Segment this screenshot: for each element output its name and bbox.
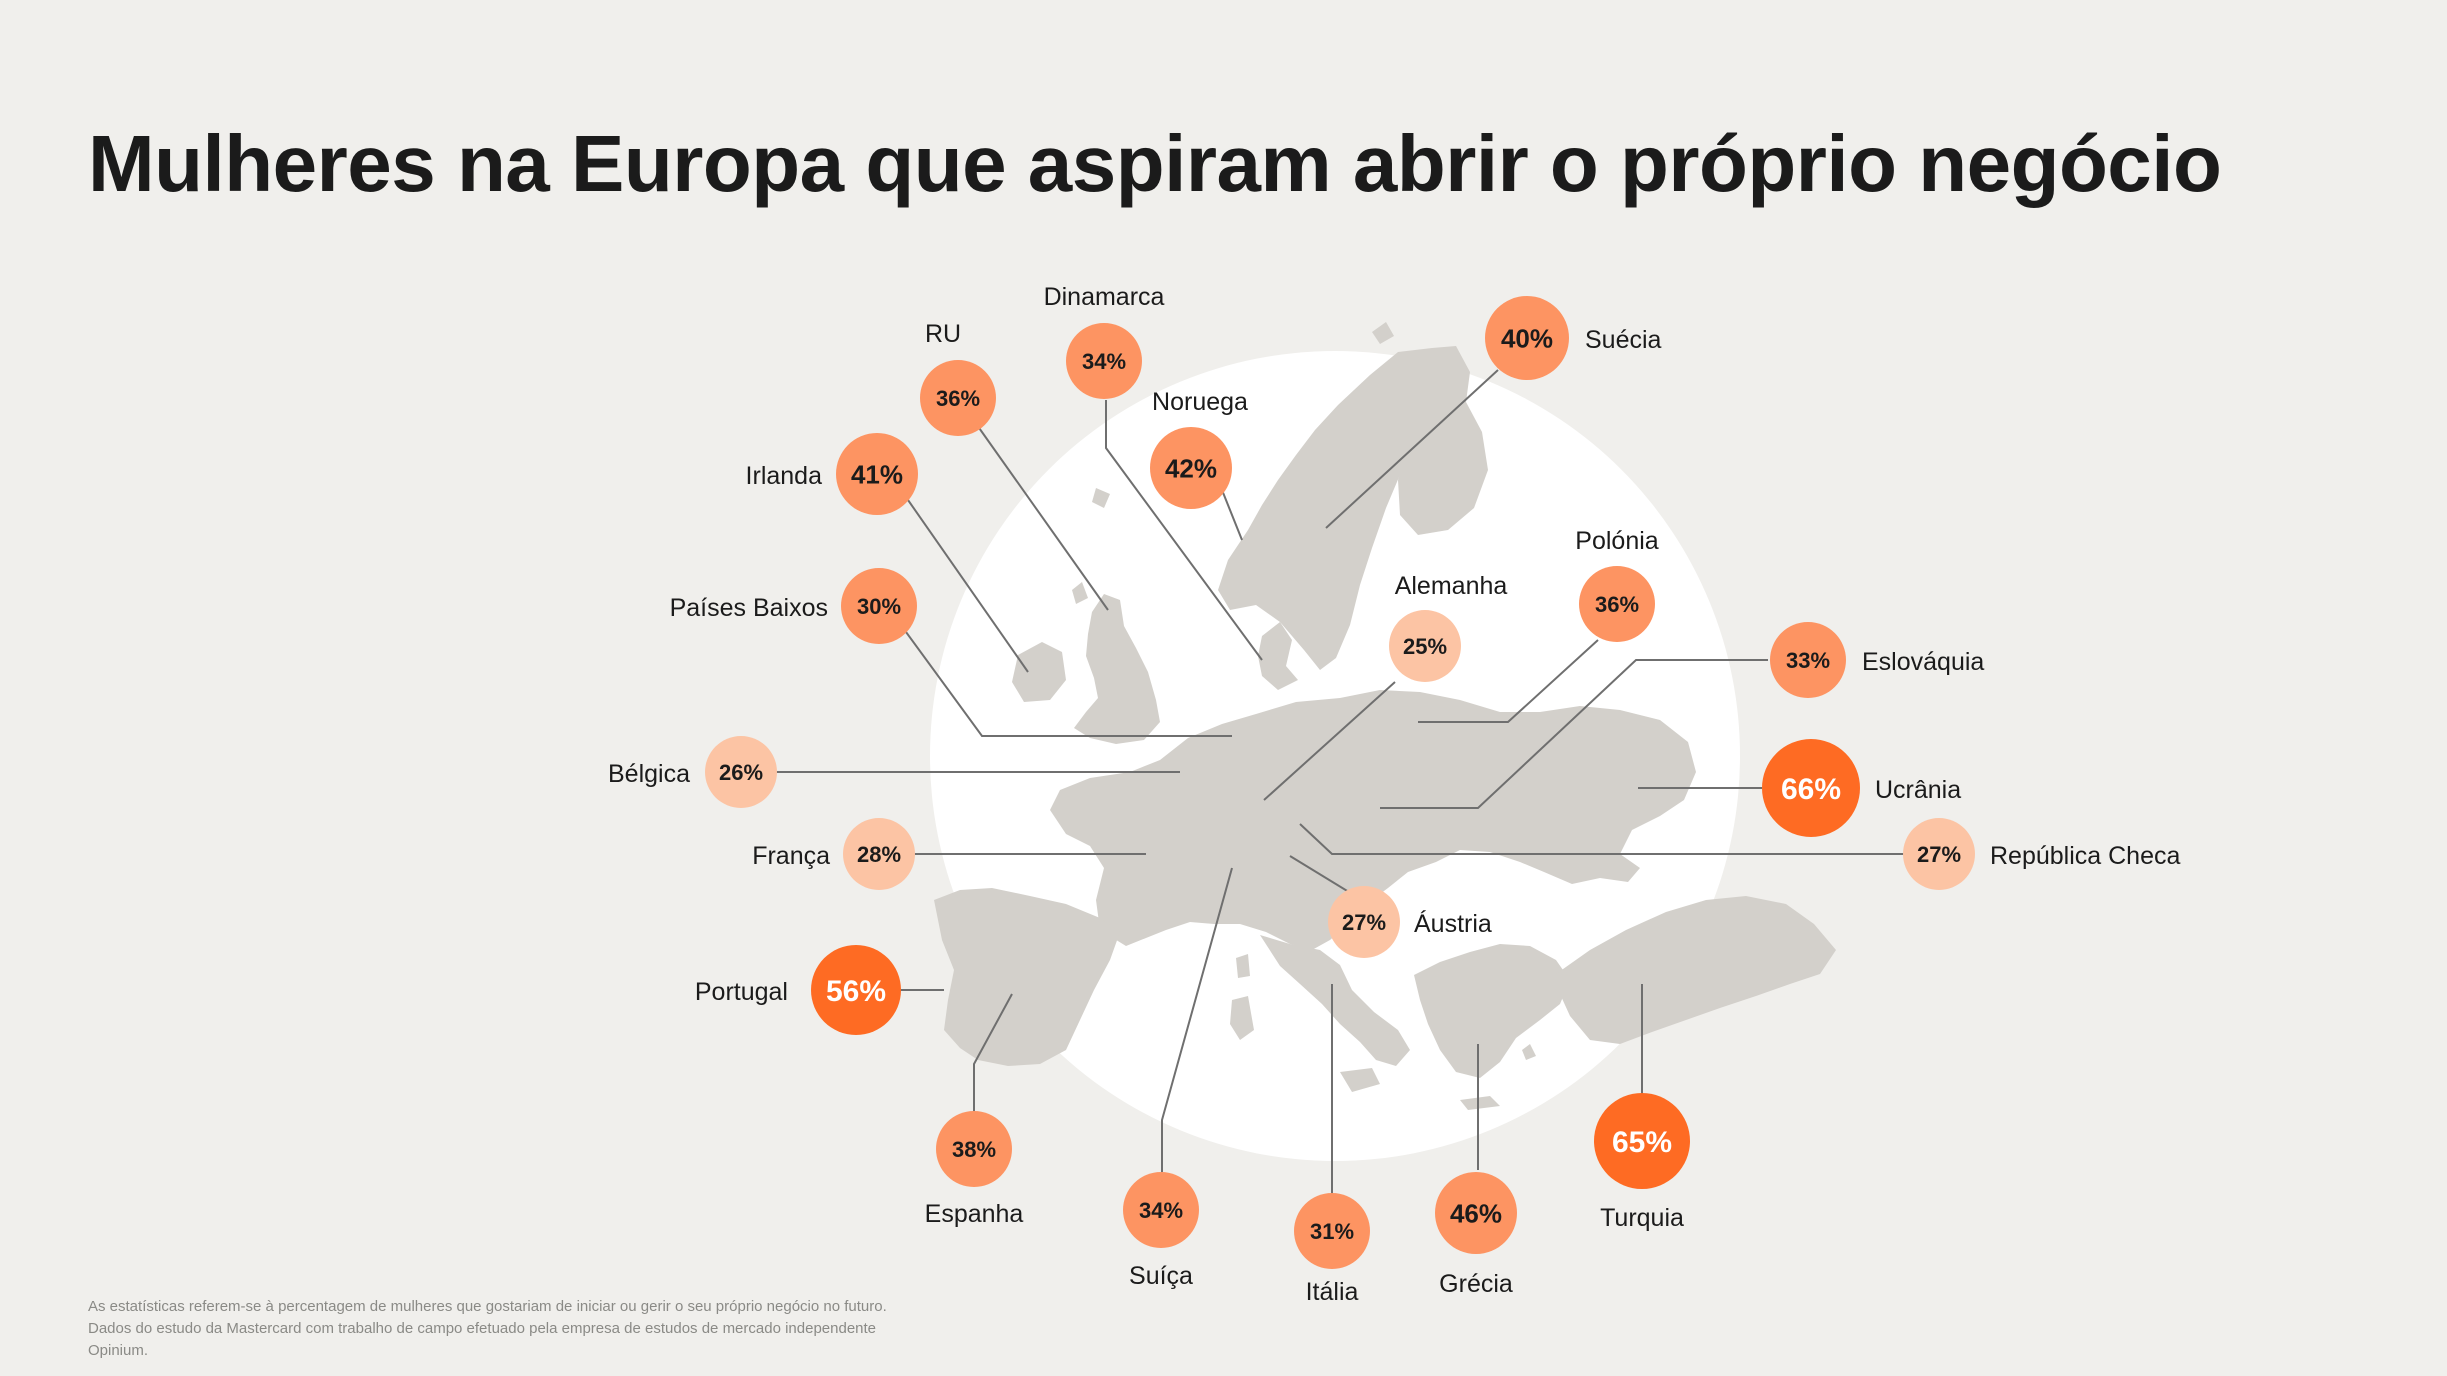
value-label-suica: 34% (1139, 1198, 1183, 1223)
value-label-paises-baixos: 30% (857, 594, 901, 619)
country-label-belgica: Bélgica (608, 760, 690, 788)
value-label-grecia: 46% (1450, 1198, 1502, 1228)
country-label-ucrania: Ucrânia (1875, 776, 1961, 804)
country-label-suecia: Suécia (1585, 326, 1662, 354)
bubble-italia (1294, 1193, 1370, 1269)
bubble-irlanda (836, 433, 918, 515)
country-label-ru: RU (925, 320, 961, 348)
land-denmark (1258, 622, 1298, 690)
leader-line-alemanha (1263, 681, 1396, 801)
bubble-grecia (1435, 1172, 1517, 1254)
value-label-belgica: 26% (719, 760, 763, 785)
land-britain (1074, 594, 1160, 744)
bubble-ru (920, 360, 996, 436)
value-label-austria: 27% (1342, 910, 1386, 935)
value-label-ucrania: 66% (1781, 773, 1841, 806)
bubble-ucrania (1762, 739, 1860, 837)
value-label-noruega: 42% (1165, 453, 1217, 483)
country-label-italia: Itália (1306, 1278, 1359, 1306)
country-label-portugal: Portugal (695, 978, 788, 1006)
country-label-suica: Suíça (1129, 1262, 1193, 1290)
value-label-espanha: 38% (952, 1137, 996, 1162)
value-label-portugal: 56% (826, 975, 886, 1008)
leader-line-espanha (973, 993, 1013, 1112)
bubble-suica (1123, 1172, 1199, 1248)
country-label-eslovaquia: Eslováquia (1862, 648, 1984, 676)
leader-line-irlanda (907, 499, 1029, 673)
country-label-irlanda: Irlanda (746, 462, 823, 490)
leader-line-polonia (1418, 639, 1599, 723)
leader-line-noruega (1221, 489, 1243, 541)
bubble-eslovaquia (1770, 622, 1846, 698)
bubble-espanha (936, 1111, 1012, 1187)
country-label-noruega: Noruega (1152, 388, 1248, 416)
leader-line-republica-checa (1299, 823, 1904, 855)
footnote: As estatísticas referem-se à percentagem… (88, 1298, 887, 1359)
value-label-suecia: 40% (1501, 323, 1553, 353)
bubble-franca (843, 818, 915, 890)
land-turkey (1556, 896, 1836, 1044)
bubble-dinamarca (1066, 323, 1142, 399)
value-label-turquia: 65% (1612, 1126, 1672, 1159)
bubble-noruega (1150, 427, 1232, 509)
country-label-grecia: Grécia (1439, 1270, 1513, 1298)
value-label-eslovaquia: 33% (1786, 648, 1830, 673)
land-balkans (1414, 944, 1570, 1078)
land-italy (1260, 935, 1410, 1066)
bubble-republica-checa (1903, 818, 1975, 890)
land-scotland-isles (1072, 488, 1110, 604)
value-label-polonia: 36% (1595, 592, 1639, 617)
value-label-alemanha: 25% (1403, 634, 1447, 659)
land-finland (1398, 346, 1488, 535)
value-label-dinamarca: 34% (1082, 349, 1126, 374)
country-label-turquia: Turquia (1600, 1204, 1684, 1232)
country-label-polonia: Polónia (1575, 527, 1658, 555)
land-sicily-sardinia (1230, 954, 1380, 1092)
leader-line-ru (976, 424, 1109, 611)
land-greek-islands (1460, 1044, 1536, 1110)
country-label-paises-baixos: Países Baixos (670, 594, 828, 622)
land-scandinavia (1218, 348, 1446, 670)
leader-line-paises-baixos (905, 631, 1232, 737)
country-bubbles: 36% RU 34% Dinamarca 42% Noruega 40% Suécia 41% I… (608, 283, 2180, 1306)
bubble-turquia (1594, 1093, 1690, 1189)
bubble-belgica (705, 736, 777, 808)
value-label-irlanda: 41% (851, 459, 903, 489)
land-islands-north (1372, 322, 1394, 344)
value-label-franca: 28% (857, 842, 901, 867)
leader-line-eslovaquia (1380, 659, 1768, 809)
bubble-portugal (811, 945, 901, 1035)
leader-line-suica (1161, 867, 1233, 1172)
landmass (934, 322, 1836, 1110)
value-label-republica-checa: 27% (1917, 842, 1961, 867)
bubble-polonia (1579, 566, 1655, 642)
bubble-austria (1328, 886, 1400, 958)
country-label-espanha: Espanha (925, 1200, 1024, 1228)
leader-lines (770, 369, 1904, 1198)
country-label-alemanha: Alemanha (1395, 572, 1508, 600)
country-label-austria: Áustria (1414, 909, 1492, 938)
bubble-alemanha (1389, 610, 1461, 682)
country-label-franca: França (752, 842, 830, 870)
country-label-dinamarca: Dinamarca (1044, 283, 1165, 311)
value-label-italia: 31% (1310, 1219, 1354, 1244)
land-iberia (934, 888, 1120, 1066)
value-label-ru: 36% (936, 386, 980, 411)
bubble-suecia (1485, 296, 1569, 380)
leader-line-suecia (1325, 369, 1499, 529)
land-ireland (1012, 642, 1066, 702)
bubble-paises-baixos (841, 568, 917, 644)
leader-line-dinamarca (1105, 400, 1263, 661)
country-label-republica-checa: República Checa (1990, 842, 2180, 870)
page-title: Mulheres na Europa que aspiram abrir o p… (88, 119, 2222, 208)
